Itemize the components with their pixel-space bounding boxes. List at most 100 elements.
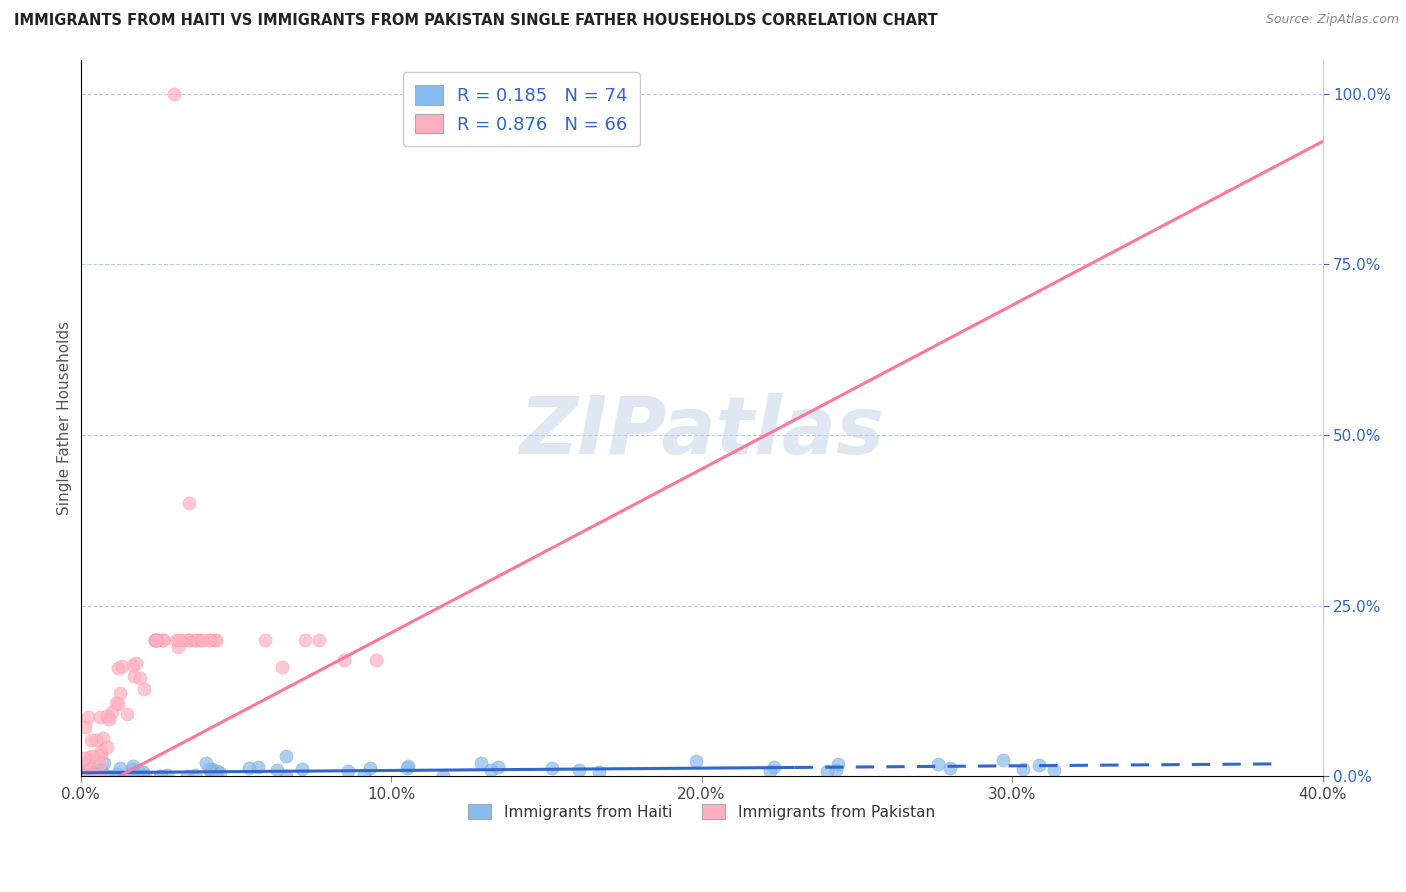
Point (194, 756, 217, 771)
Point (107, 697, 129, 711)
Point (170, 632, 193, 647)
Point (83, 764, 105, 779)
Point (129, 769, 152, 783)
Point (938, 761, 960, 775)
Point (541, 761, 564, 775)
Point (274, 748, 297, 763)
Point (90, 744, 112, 758)
Legend: Immigrants from Haiti, Immigrants from Pakistan: Immigrants from Haiti, Immigrants from P… (463, 797, 941, 826)
Point (486, 760, 509, 774)
Point (89, 709, 111, 723)
Point (79, 749, 101, 764)
Point (1028, 757, 1050, 772)
Point (359, 761, 381, 775)
Point (77, 764, 100, 779)
Point (132, 682, 155, 697)
Point (72, 751, 94, 765)
Point (146, 632, 169, 647)
Point (72, 769, 94, 783)
Point (105, 696, 128, 710)
Point (396, 759, 419, 773)
Point (73, 768, 96, 782)
Point (1043, 763, 1066, 777)
Point (90, 756, 112, 771)
Point (163, 87, 186, 101)
Point (134, 769, 156, 783)
Point (432, 769, 454, 783)
Point (274, 769, 297, 783)
Point (149, 769, 172, 783)
Point (82, 769, 104, 783)
Point (1012, 762, 1035, 776)
Point (122, 758, 145, 772)
Point (90, 763, 112, 777)
Point (271, 660, 294, 674)
Point (73, 767, 96, 781)
Point (183, 768, 205, 782)
Point (121, 762, 143, 776)
Point (87, 765, 110, 780)
Point (204, 632, 226, 647)
Point (93, 756, 115, 770)
Point (86, 769, 108, 783)
Point (145, 632, 167, 647)
Point (145, 632, 167, 647)
Point (143, 632, 166, 647)
Point (96, 769, 118, 783)
Point (77, 769, 100, 783)
Point (143, 632, 166, 647)
Point (124, 656, 146, 670)
Point (149, 769, 172, 783)
Point (111, 659, 134, 673)
Point (353, 768, 375, 782)
Point (115, 706, 138, 721)
Point (179, 496, 201, 510)
Point (205, 764, 228, 779)
Point (238, 761, 260, 775)
Point (176, 769, 198, 783)
Point (266, 763, 288, 777)
Point (762, 760, 785, 774)
Point (120, 768, 142, 782)
Point (152, 632, 174, 647)
Point (72, 764, 94, 779)
Point (75, 756, 97, 770)
Point (75, 720, 97, 734)
Point (201, 762, 224, 776)
Point (80, 732, 103, 747)
Point (205, 768, 228, 782)
Point (685, 754, 707, 768)
Point (588, 764, 610, 779)
Point (98, 712, 121, 726)
Point (97, 769, 120, 783)
Point (190, 632, 212, 647)
Point (205, 632, 228, 647)
Point (927, 757, 949, 772)
Point (101, 706, 124, 720)
Point (82, 748, 104, 763)
Point (108, 761, 131, 775)
Point (132, 765, 155, 780)
Point (108, 686, 131, 700)
Point (179, 632, 201, 647)
Point (127, 764, 149, 778)
Point (84, 732, 107, 747)
Point (815, 764, 838, 779)
Point (96, 739, 118, 754)
Point (128, 671, 150, 685)
Point (186, 632, 208, 647)
Point (122, 658, 145, 673)
Point (179, 632, 201, 647)
Point (79, 758, 101, 772)
Y-axis label: Single Father Households: Single Father Households (58, 321, 72, 515)
Point (72, 769, 94, 783)
Point (364, 653, 387, 667)
Point (79, 753, 101, 767)
Point (127, 769, 149, 783)
Point (72, 769, 94, 783)
Point (132, 769, 155, 783)
Point (470, 756, 492, 770)
Point (107, 661, 129, 675)
Point (167, 632, 190, 647)
Point (294, 632, 316, 647)
